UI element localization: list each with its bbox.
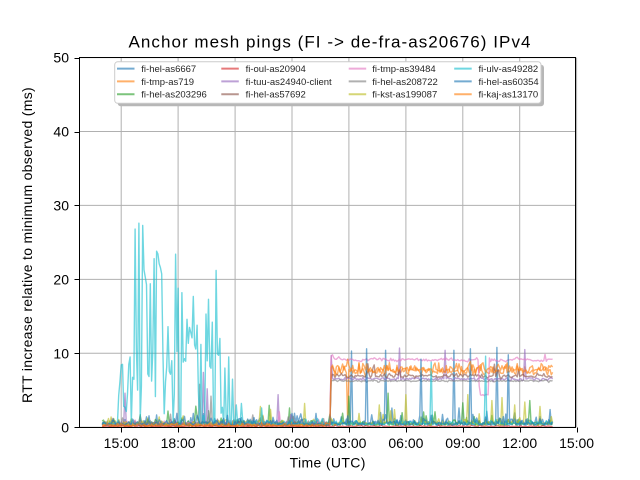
svg-text:00:00: 00:00 xyxy=(274,435,309,451)
svg-text:fi-hel-as57692: fi-hel-as57692 xyxy=(246,90,306,101)
svg-text:15:00: 15:00 xyxy=(104,435,139,451)
svg-text:fi-tmp-as719: fi-tmp-as719 xyxy=(141,77,194,88)
svg-text:fi-hel-as208722: fi-hel-as208722 xyxy=(372,77,438,88)
svg-text:09:00: 09:00 xyxy=(445,435,480,451)
svg-text:fi-kaj-as13170: fi-kaj-as13170 xyxy=(479,90,539,101)
svg-text:fi-ulv-as49282: fi-ulv-as49282 xyxy=(479,64,539,75)
svg-text:0: 0 xyxy=(61,419,69,435)
svg-text:15:00: 15:00 xyxy=(559,435,594,451)
svg-text:10: 10 xyxy=(53,345,69,361)
svg-text:18:00: 18:00 xyxy=(161,435,196,451)
svg-text:20: 20 xyxy=(53,272,69,288)
svg-text:fi-tmp-as39484: fi-tmp-as39484 xyxy=(372,64,435,75)
svg-text:Anchor mesh pings (FI -> de-fr: Anchor mesh pings (FI -> de-fra-as20676)… xyxy=(129,33,532,52)
svg-text:fi-hel-as6667: fi-hel-as6667 xyxy=(141,64,196,75)
svg-text:06:00: 06:00 xyxy=(388,435,423,451)
svg-text:fi-kst-as199087: fi-kst-as199087 xyxy=(372,90,437,101)
svg-text:fi-tuu-as24940-client: fi-tuu-as24940-client xyxy=(246,77,332,88)
svg-text:fi-oul-as20904: fi-oul-as20904 xyxy=(246,64,306,75)
svg-text:03:00: 03:00 xyxy=(331,435,366,451)
svg-text:12:00: 12:00 xyxy=(502,435,537,451)
svg-text:fi-hel-as203296: fi-hel-as203296 xyxy=(141,90,207,101)
svg-text:30: 30 xyxy=(53,198,69,214)
svg-text:Time (UTC): Time (UTC) xyxy=(290,455,366,471)
svg-text:21:00: 21:00 xyxy=(218,435,253,451)
svg-text:RTT increase relative to minim: RTT increase relative to minimum observe… xyxy=(19,87,35,403)
svg-text:50: 50 xyxy=(53,50,69,66)
svg-text:40: 40 xyxy=(53,124,69,140)
svg-text:fi-hel-as60354: fi-hel-as60354 xyxy=(479,77,539,88)
